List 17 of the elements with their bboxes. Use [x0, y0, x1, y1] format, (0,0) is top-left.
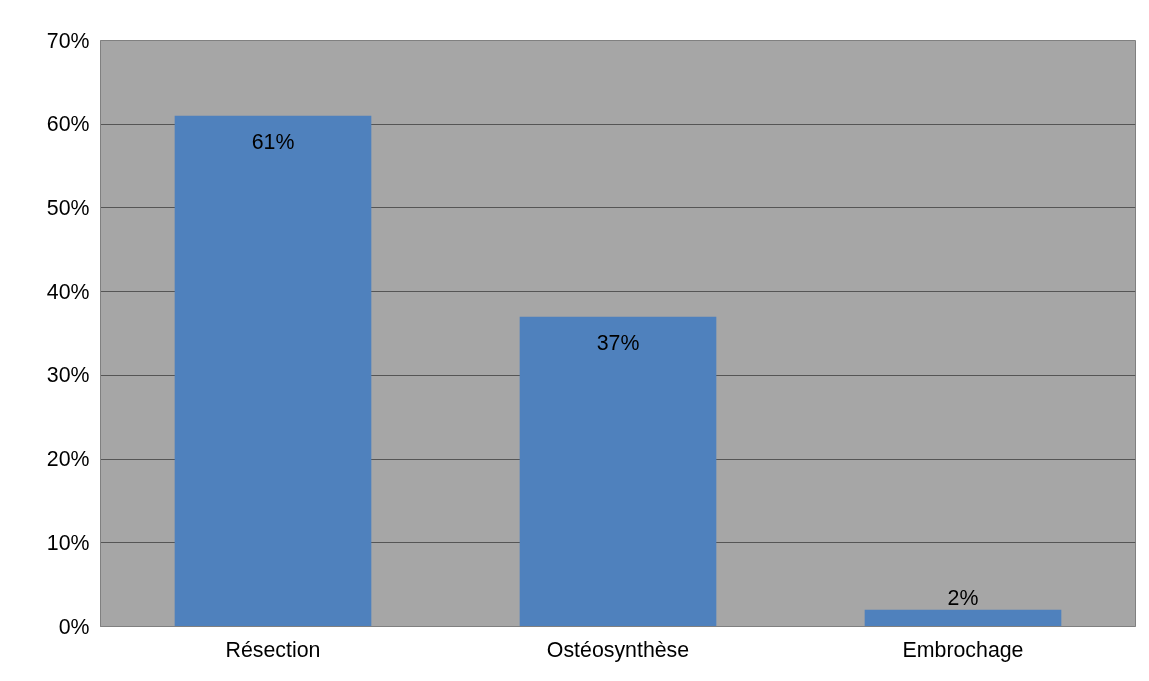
y-tick-label: 20%: [46, 447, 90, 472]
x-tick-label: Embrochage: [902, 637, 1024, 662]
y-tick-label: 60%: [46, 112, 90, 137]
data-label: 37%: [596, 330, 640, 355]
bar: [864, 609, 1062, 627]
bar: [519, 316, 717, 627]
data-label: 2%: [947, 585, 979, 610]
y-tick-label: 40%: [46, 279, 90, 304]
y-tick-label: 30%: [46, 363, 90, 388]
y-tick-label: 50%: [46, 195, 90, 220]
y-tick-label: 70%: [46, 28, 90, 53]
data-label: 61%: [251, 129, 295, 154]
y-tick-label: 0%: [58, 614, 90, 639]
y-tick-label: 10%: [46, 530, 90, 555]
x-tick-label: Résection: [225, 637, 321, 662]
x-tick-label: Ostéosynthèse: [546, 637, 690, 662]
bar: [174, 115, 372, 627]
